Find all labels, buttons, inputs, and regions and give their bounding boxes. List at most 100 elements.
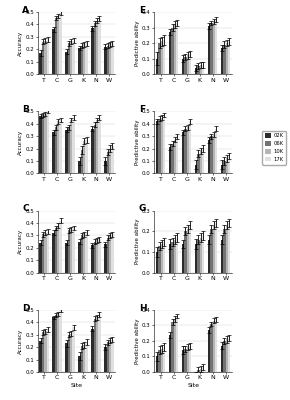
Bar [226, 43, 228, 74]
Bar [39, 243, 42, 273]
X-axis label: Site: Site [70, 383, 83, 388]
Bar [42, 234, 44, 273]
Bar [221, 240, 223, 273]
Bar [83, 345, 85, 372]
Bar [200, 369, 202, 372]
Bar [85, 342, 88, 372]
Bar [174, 319, 176, 372]
Bar [104, 347, 107, 372]
Bar [98, 118, 101, 173]
Bar [57, 121, 59, 173]
Bar [81, 236, 83, 273]
Bar [91, 328, 94, 372]
Bar [208, 140, 210, 173]
Bar [57, 16, 59, 74]
Bar [39, 341, 42, 372]
Text: A: A [22, 6, 29, 15]
Bar [72, 327, 75, 372]
Bar [44, 114, 46, 173]
Bar [70, 334, 72, 372]
Bar [81, 46, 83, 74]
Bar [66, 243, 68, 273]
Bar [223, 161, 226, 173]
Bar [91, 245, 94, 273]
Bar [109, 341, 111, 372]
Bar [187, 56, 189, 74]
Bar [91, 129, 94, 173]
Bar [174, 240, 176, 273]
Bar [200, 65, 202, 74]
Bar [182, 350, 184, 372]
Bar [176, 23, 178, 74]
Bar [85, 140, 88, 173]
Bar [195, 165, 197, 173]
Bar [223, 229, 226, 273]
Bar [189, 346, 191, 372]
Bar [228, 42, 230, 74]
Text: C: C [22, 204, 29, 214]
Bar [200, 238, 202, 273]
Bar [78, 48, 81, 74]
Bar [187, 229, 189, 273]
Bar [158, 119, 161, 173]
Bar [59, 13, 62, 74]
Bar [189, 121, 191, 173]
Bar [221, 346, 223, 372]
Bar [213, 321, 215, 372]
Bar [59, 310, 62, 372]
Bar [68, 128, 70, 173]
Bar [104, 244, 107, 273]
Bar [96, 21, 98, 74]
Bar [55, 18, 57, 74]
Bar [202, 367, 204, 372]
Bar [98, 18, 101, 74]
Bar [59, 220, 62, 273]
Bar [184, 349, 187, 372]
Bar [215, 319, 217, 372]
Bar [44, 233, 46, 273]
Bar [94, 319, 96, 372]
Bar [57, 226, 59, 273]
Bar [163, 242, 165, 273]
Bar [107, 238, 109, 273]
Bar [169, 32, 171, 74]
Bar [70, 120, 72, 173]
Bar [161, 118, 163, 173]
Bar [215, 129, 217, 173]
Bar [226, 340, 228, 372]
Bar [226, 225, 228, 273]
Bar [202, 65, 204, 74]
Bar [221, 165, 223, 173]
Bar [109, 236, 111, 273]
Bar [210, 324, 213, 372]
Bar [228, 223, 230, 273]
Bar [52, 233, 55, 273]
Y-axis label: Predictive ability: Predictive ability [135, 219, 140, 264]
Bar [158, 43, 161, 74]
Bar [85, 43, 88, 74]
Bar [202, 236, 204, 273]
Bar [228, 338, 230, 372]
Bar [104, 161, 107, 173]
Bar [213, 135, 215, 173]
Bar [187, 128, 189, 173]
Bar [81, 150, 83, 173]
Bar [109, 44, 111, 74]
Bar [111, 146, 114, 173]
Bar [94, 125, 96, 173]
Bar [210, 136, 213, 173]
Bar [210, 229, 213, 273]
Bar [78, 356, 81, 372]
Bar [42, 332, 44, 372]
Y-axis label: Accuracy: Accuracy [18, 130, 23, 155]
Bar [197, 240, 200, 273]
Bar [200, 151, 202, 173]
Bar [182, 244, 184, 273]
Bar [83, 141, 85, 173]
Bar [176, 238, 178, 273]
Bar [169, 335, 171, 372]
Bar [81, 346, 83, 372]
Bar [44, 331, 46, 372]
Y-axis label: Predictive ability: Predictive ability [135, 120, 140, 165]
Bar [46, 111, 49, 173]
